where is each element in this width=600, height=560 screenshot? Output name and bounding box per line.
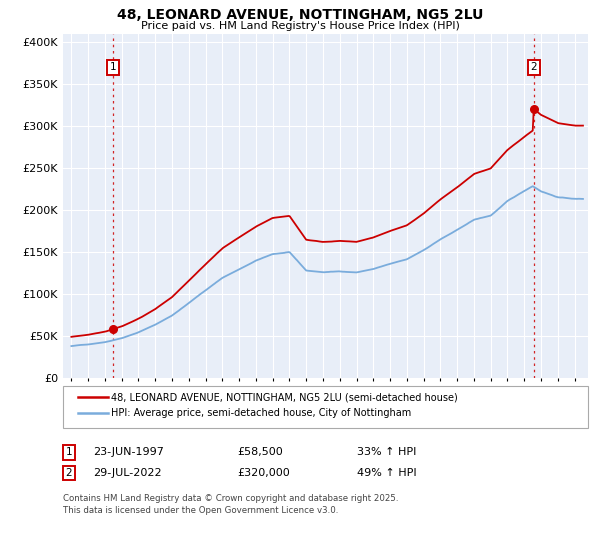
Text: 2: 2 bbox=[530, 62, 537, 72]
Text: 1: 1 bbox=[65, 447, 73, 458]
Text: Contains HM Land Registry data © Crown copyright and database right 2025.
This d: Contains HM Land Registry data © Crown c… bbox=[63, 494, 398, 515]
Text: 48, LEONARD AVENUE, NOTTINGHAM, NG5 2LU (semi-detached house): 48, LEONARD AVENUE, NOTTINGHAM, NG5 2LU … bbox=[111, 393, 458, 402]
Text: £320,000: £320,000 bbox=[237, 468, 290, 478]
Text: £58,500: £58,500 bbox=[237, 447, 283, 458]
Text: 2: 2 bbox=[65, 468, 73, 478]
Text: 33% ↑ HPI: 33% ↑ HPI bbox=[357, 447, 416, 458]
Text: 1: 1 bbox=[110, 62, 116, 72]
Text: HPI: Average price, semi-detached house, City of Nottingham: HPI: Average price, semi-detached house,… bbox=[111, 408, 411, 418]
Text: 29-JUL-2022: 29-JUL-2022 bbox=[93, 468, 161, 478]
Text: Price paid vs. HM Land Registry's House Price Index (HPI): Price paid vs. HM Land Registry's House … bbox=[140, 21, 460, 31]
Text: 49% ↑ HPI: 49% ↑ HPI bbox=[357, 468, 416, 478]
Text: 48, LEONARD AVENUE, NOTTINGHAM, NG5 2LU: 48, LEONARD AVENUE, NOTTINGHAM, NG5 2LU bbox=[117, 8, 483, 22]
Text: 23-JUN-1997: 23-JUN-1997 bbox=[93, 447, 164, 458]
